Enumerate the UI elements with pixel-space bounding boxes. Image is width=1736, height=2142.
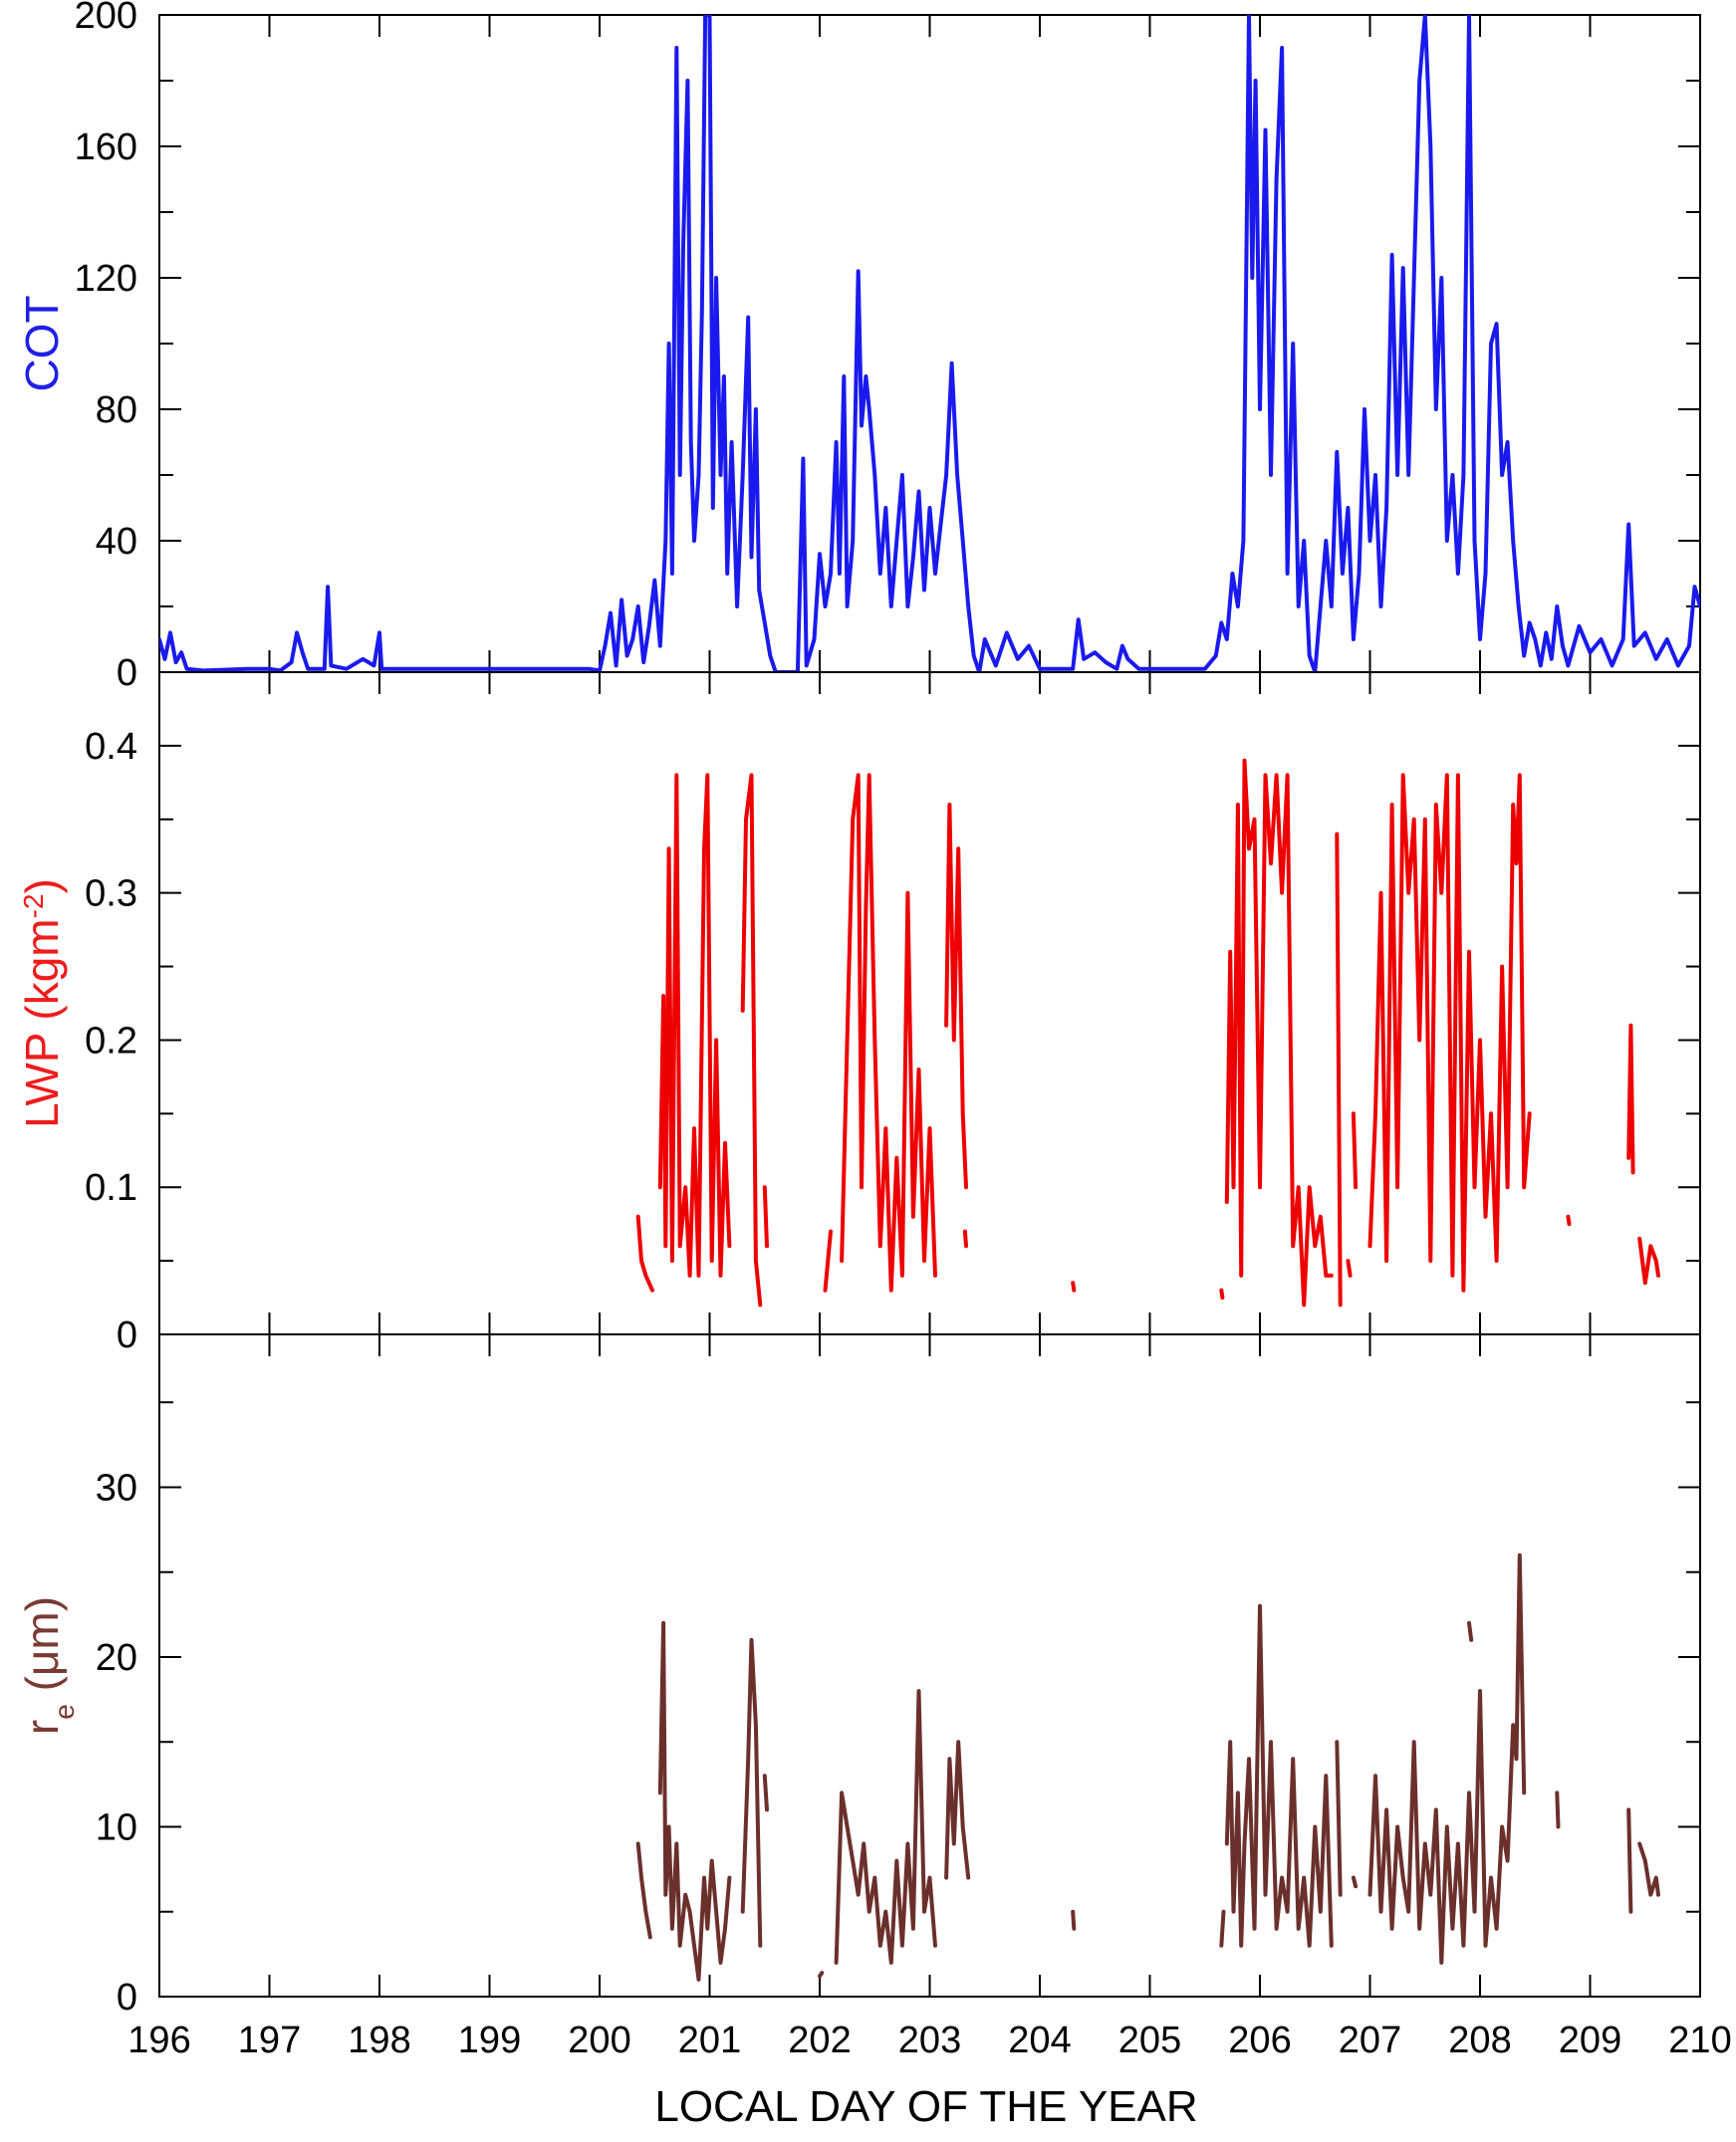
- y-axis-title-subscript: e: [49, 1704, 80, 1720]
- x-tick-label: 198: [348, 2020, 410, 2061]
- y-tick-label: 0.4: [85, 726, 137, 768]
- y-tick-label: 0: [117, 652, 137, 694]
- bottom-series-line: [1351, 1875, 1359, 1889]
- middle-series-line: [762, 1185, 769, 1249]
- bottom-series-line: [1637, 1841, 1660, 1897]
- middle-series-line: [1566, 1214, 1572, 1227]
- middle-series-line: [1071, 1281, 1077, 1293]
- x-tick-label: 208: [1448, 2020, 1511, 2061]
- bottom-series-line: [944, 1740, 971, 1880]
- bottom-series-line: [818, 1971, 825, 1979]
- middle-series-line: [1637, 1236, 1660, 1286]
- bottom-series-line: [1335, 1740, 1343, 1897]
- middle-series-line: [1626, 1023, 1635, 1175]
- bottom-series-line: [1367, 1552, 1527, 1965]
- bottom-series-line: [1555, 1790, 1561, 1829]
- x-tick-label: 205: [1118, 2020, 1181, 2061]
- x-tick-label: 199: [458, 2020, 521, 2061]
- middle-series-line: [1351, 1111, 1359, 1190]
- y-axis-title-close: ): [16, 878, 68, 893]
- x-tick-label: 203: [898, 2020, 961, 2061]
- y-tick-label: 120: [75, 258, 137, 300]
- bottom-series-line: [740, 1637, 763, 1948]
- y-tick-label: 0.2: [85, 1020, 137, 1062]
- y-tick-label: 30: [96, 1467, 137, 1509]
- y-tick-label: 0: [117, 1977, 137, 2019]
- middle-series-line: [1335, 832, 1343, 1308]
- y-tick-label: 0: [117, 1314, 137, 1356]
- middle-series-line: [1346, 1259, 1353, 1278]
- y-axis-title: LWP (kgm-2): [16, 878, 68, 1128]
- x-axis-title: LOCAL DAY OF THE YEAR: [654, 2082, 1197, 2131]
- y-axis-title: COT: [16, 295, 68, 391]
- bottom-series-line: [1467, 1620, 1474, 1642]
- middle-series-line: [740, 773, 763, 1308]
- x-tick-label: 204: [1008, 2020, 1071, 2061]
- bottom-series-line: [657, 1620, 732, 1982]
- bottom-series-line: [635, 1841, 652, 1940]
- y-tick-label: 80: [96, 389, 137, 431]
- y-tick-label: 20: [96, 1637, 137, 1679]
- y-tick-label: 0.3: [85, 873, 137, 915]
- middle-series-line: [823, 1229, 833, 1293]
- middle-series-line: [944, 803, 968, 1190]
- middle-series-line: [840, 773, 937, 1293]
- bottom-series-line: [1219, 1909, 1226, 1948]
- middle-series-line: [635, 1214, 654, 1293]
- bottom-series-line: [1071, 1909, 1077, 1931]
- x-tick-label: 206: [1228, 2020, 1291, 2061]
- y-tick-label: 0.1: [85, 1167, 137, 1209]
- y-axis-title-unit: (μm): [16, 1596, 68, 1704]
- middle-series-line: [1219, 1288, 1225, 1301]
- bottom-series-line: [1224, 1603, 1334, 1948]
- x-tick-label: 209: [1559, 2020, 1621, 2061]
- middle-series-line: [962, 1229, 968, 1249]
- middle-series-line: [1224, 758, 1334, 1308]
- panel-top: 0 40 80 120 160 200 COT: [16, 0, 1701, 694]
- y-tick-label: 40: [96, 521, 137, 563]
- x-tick-label: 207: [1339, 2020, 1401, 2061]
- bottom-series-line: [834, 1689, 937, 1965]
- x-tick-label: 196: [127, 2020, 190, 2061]
- panel-bottom: 0 10 20 30 re (μm) 196 197 198 199 200 201 202 203 20…: [16, 1333, 1732, 2061]
- bottom-series-line: [1626, 1807, 1633, 1914]
- x-tick-label: 197: [238, 2020, 301, 2061]
- x-tick-label: 202: [788, 2020, 851, 2061]
- y-tick-label: 10: [96, 1806, 137, 1848]
- y-tick-label: 160: [75, 126, 137, 168]
- x-tick-label: 201: [678, 2020, 741, 2061]
- y-axis-title: re (μm): [16, 1596, 80, 1735]
- middle-series-line: [657, 773, 732, 1278]
- panel-middle: 0 0.1 0.2 0.3 0.4 LWP (kgm-2): [16, 671, 1701, 1356]
- y-axis-title-superscript: -2: [18, 893, 49, 918]
- bottom-series-line: [762, 1774, 769, 1812]
- top-series-line: [159, 15, 1700, 672]
- x-tick-label: 200: [568, 2020, 630, 2061]
- y-tick-label: 200: [75, 0, 137, 37]
- middle-series-line: [1367, 773, 1532, 1293]
- x-tick-label: 210: [1668, 2020, 1731, 2061]
